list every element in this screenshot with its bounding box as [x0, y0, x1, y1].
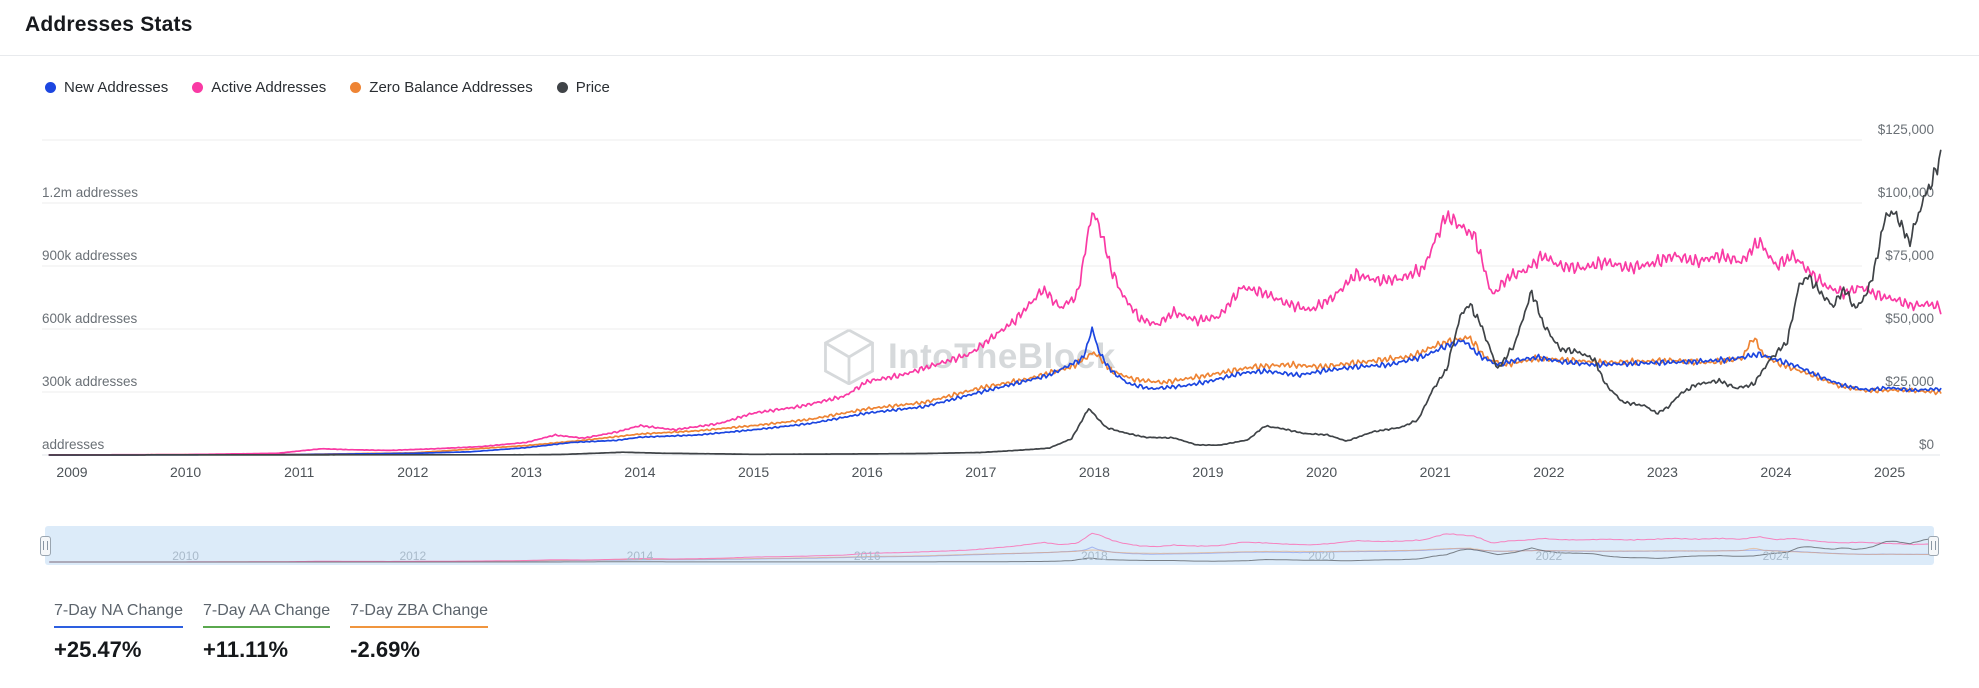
stat-7day-na-change: 7-Day NA Change +25.47%: [54, 602, 183, 663]
x-axis-tick: 2011: [284, 464, 315, 480]
y-axis-left-label: 1.2m addresses: [42, 185, 139, 200]
y-axis-right-label: $100,000: [1877, 185, 1934, 200]
x-axis-tick: 2017: [965, 464, 997, 480]
brush-year-label: 2012: [399, 549, 427, 563]
stat-value-aa: +11.11%: [202, 637, 289, 662]
y-axis-right-label: $25,000: [1885, 374, 1934, 389]
brush-series-line: [49, 532, 1934, 563]
brush-handle-right[interactable]: [1928, 535, 1939, 556]
seven-day-change-stats: 7-Day NA Change +25.47% 7-Day AA Change …: [54, 602, 489, 663]
active-addresses-dot-icon: [192, 82, 204, 93]
x-axis-tick: 2024: [1760, 464, 1792, 480]
legend-item-price[interactable]: Price: [556, 79, 610, 96]
x-axis-tick: 2023: [1646, 464, 1678, 480]
legend-label-new-addresses: New Addresses: [64, 79, 169, 96]
stat-label-zba: 7-Day ZBA Change: [350, 602, 489, 628]
brush-handle-left[interactable]: [40, 535, 51, 556]
brush-year-label: 2024: [1762, 549, 1790, 563]
x-axis-tick: 2021: [1419, 464, 1451, 480]
y-axis-left-label: addresses: [42, 437, 105, 452]
grip-icon: [43, 541, 48, 550]
axis-labels-layer: addresses 300k addresses 600k addresses 900…: [42, 122, 1934, 480]
brush-year-label: 2010: [172, 549, 199, 563]
zero-balance-addresses-dot-icon: [350, 82, 362, 93]
x-axis-tick: 2013: [510, 464, 542, 480]
x-axis-tick: 2019: [1192, 464, 1224, 480]
new-addresses-dot-icon: [45, 82, 56, 93]
x-axis-tick: 2025: [1874, 464, 1906, 480]
page-title: Addresses Stats: [25, 13, 193, 36]
brush-series-line: [49, 547, 1934, 563]
y-axis-right-label: $75,000: [1885, 248, 1934, 263]
legend-label-active-addresses: Active Addresses: [211, 79, 327, 96]
stat-value-zba: -2.69%: [350, 637, 420, 662]
grip-icon: [1931, 541, 1936, 550]
brush-year-label: 2020: [1308, 549, 1335, 563]
legend-item-active-addresses[interactable]: Active Addresses: [192, 79, 326, 96]
brush-year-label: 2018: [1081, 549, 1108, 563]
y-axis-left-label: 900k addresses: [42, 248, 138, 263]
chart-legend: New Addresses Active Addresses Zero Bala…: [45, 79, 610, 96]
time-range-brush[interactable]: 2010 2012 2014 2016 2018 2020 2022 2024: [40, 526, 1939, 565]
stat-7day-aa-change: 7-Day AA Change +11.11%: [202, 602, 331, 663]
x-axis-tick: 2022: [1533, 464, 1565, 480]
legend-label-zero-balance-addresses: Zero Balance Addresses: [369, 79, 533, 96]
y-axis-left-label: 600k addresses: [42, 311, 138, 326]
x-axis-tick: 2020: [1306, 464, 1338, 480]
x-axis-tick: 2014: [624, 464, 656, 480]
x-axis-tick: 2009: [56, 464, 88, 480]
y-axis-right-label: $50,000: [1885, 311, 1934, 326]
x-axis-tick: 2010: [170, 464, 202, 480]
price-dot-icon: [556, 82, 568, 93]
stat-label-aa: 7-Day AA Change: [202, 602, 331, 628]
brush-year-label: 2022: [1535, 549, 1563, 563]
x-axis-tick: 2015: [738, 464, 770, 480]
y-axis-left-label: 300k addresses: [42, 374, 138, 389]
stat-label-na: 7-Day NA Change: [54, 602, 183, 628]
header-divider: [0, 55, 1979, 56]
stat-value-na: +25.47%: [54, 637, 142, 662]
chart-area: IntoTheBlock addresses 300k addresses 600k…: [42, 122, 1942, 480]
brush-series-line: [49, 536, 1934, 563]
legend-item-zero-balance-addresses[interactable]: Zero Balance Addresses: [350, 79, 533, 96]
brush-year-label: 2016: [853, 549, 881, 563]
x-axis-tick: 2012: [397, 464, 429, 480]
y-axis-right-label: $0: [1918, 437, 1934, 452]
stat-7day-zba-change: 7-Day ZBA Change -2.69%: [350, 602, 489, 663]
legend-item-new-addresses[interactable]: New Addresses: [45, 79, 168, 96]
legend-label-price: Price: [575, 79, 610, 96]
brush-year-label: 2014: [626, 549, 654, 563]
x-axis-tick: 2016: [851, 464, 883, 480]
brush-minichart: [49, 532, 1934, 563]
x-axis-tick: 2018: [1078, 464, 1110, 480]
y-axis-right-label: $125,000: [1877, 122, 1934, 137]
brush-series-line: [49, 546, 1934, 563]
